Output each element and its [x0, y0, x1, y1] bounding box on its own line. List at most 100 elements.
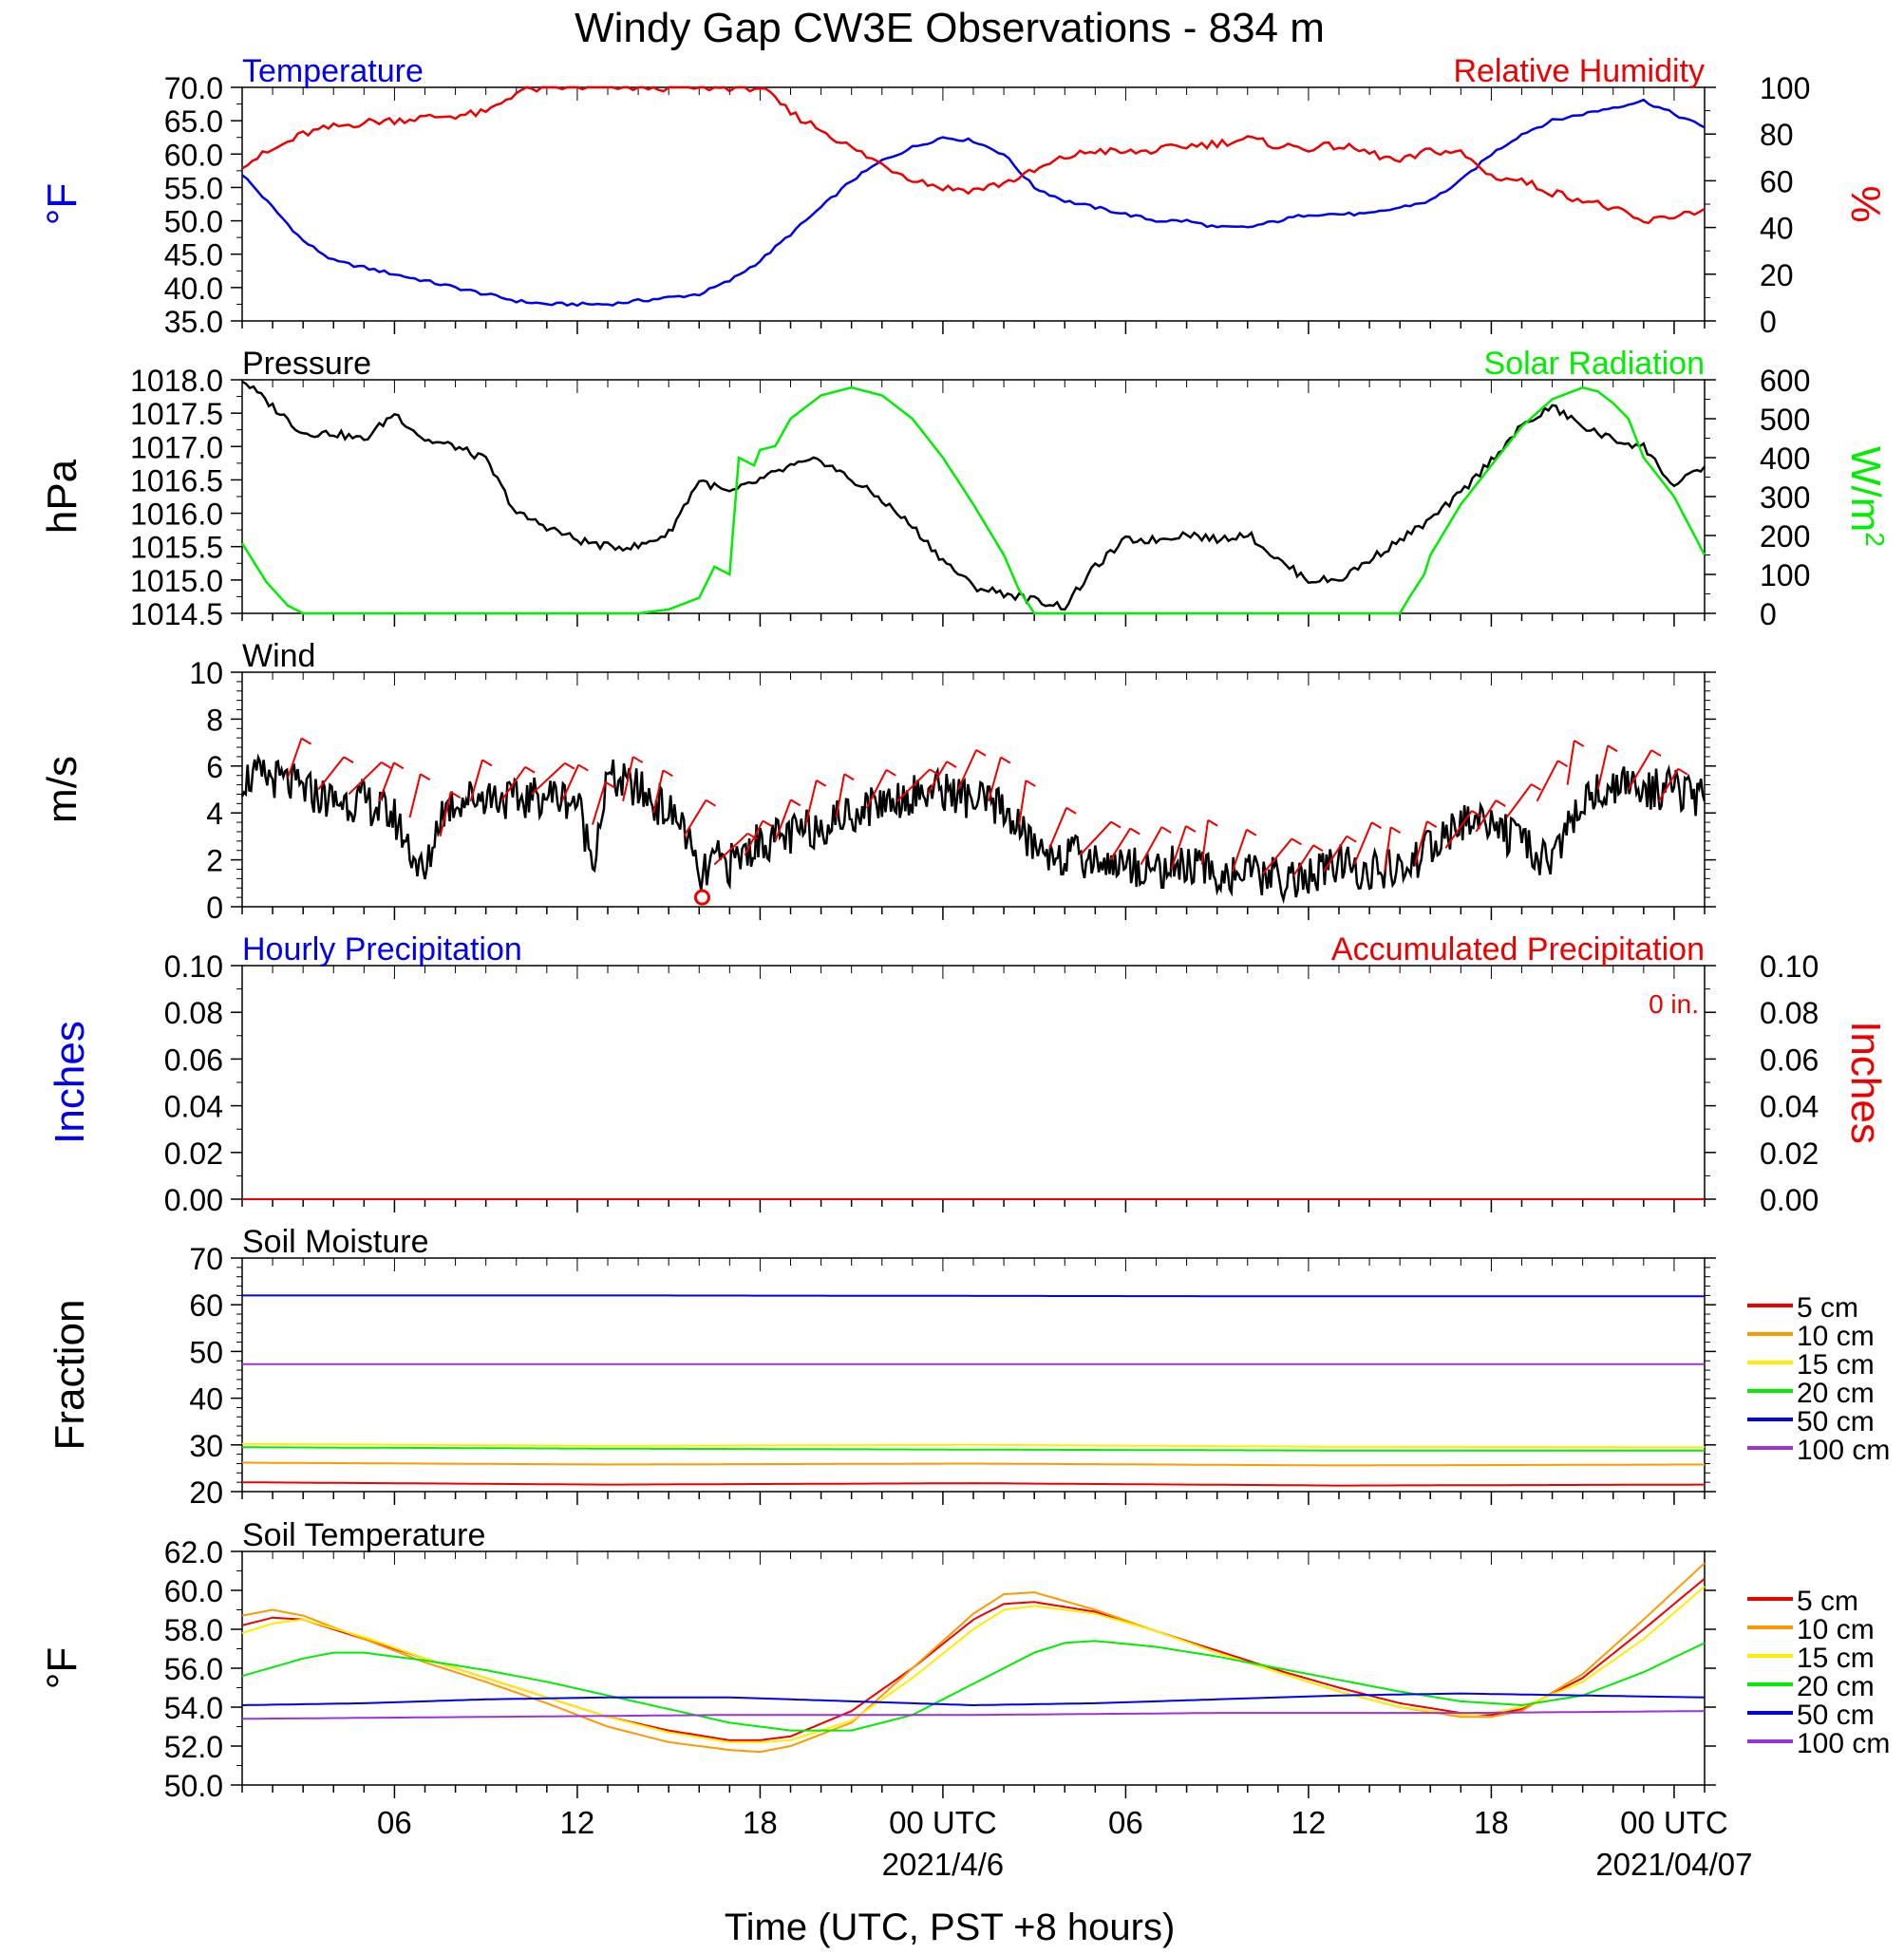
series-line-relative-humidity	[241, 85, 1706, 225]
wind-barb-flag	[343, 756, 354, 764]
precip-total-annotation: 0 in.	[1649, 989, 1699, 1019]
series-line-wind	[240, 753, 1706, 905]
wind-barb-flag	[604, 780, 616, 789]
wind-barb-flag	[393, 761, 405, 770]
wind-barb-flag	[577, 763, 589, 772]
x-tick-label: 00 UTC	[889, 1805, 997, 1840]
wind-barb-flag	[1677, 767, 1688, 776]
wind-barb	[652, 770, 665, 814]
wind-barb	[774, 799, 792, 842]
series-line-20-cm	[241, 1640, 1706, 1732]
wind-barb-flag	[1531, 783, 1542, 791]
y-tick-label-right: 0.04	[1760, 1090, 1819, 1124]
wind-barb	[1262, 837, 1293, 875]
series-line-20-cm	[242, 1446, 1705, 1452]
y-tick-label-left: 1017.0	[130, 430, 223, 464]
series-line-temperature	[241, 98, 1706, 308]
panels: 35.040.045.050.055.060.065.070.002040608…	[39, 53, 1891, 1803]
wind-barb-flag	[885, 768, 896, 777]
wind-barb-flag	[1557, 760, 1569, 768]
y-axis-label-left: hPa	[39, 459, 85, 534]
panel-title-right: Solar Radiation	[1484, 346, 1705, 382]
wind-barb	[1018, 780, 1027, 825]
wind-barb	[835, 774, 846, 818]
wind-barb	[896, 768, 931, 802]
y-tick-label-left: 0.00	[164, 1183, 223, 1217]
y-tick-label-left: 0.10	[164, 949, 223, 984]
wind-barb-flag	[662, 769, 673, 778]
wind-barb-flag	[1574, 740, 1585, 747]
wind-barb-flag	[1390, 826, 1402, 835]
y-tick-label-left: 2	[206, 844, 223, 878]
y-tick-label-left: 1015.5	[130, 531, 223, 565]
wind-barb-flag	[301, 737, 312, 745]
wind-barb-flag	[1129, 827, 1141, 836]
wind-barb	[1231, 829, 1248, 873]
y-tick-label-left: 4	[206, 797, 223, 831]
x-tick-label: 12	[1291, 1805, 1327, 1840]
y-tick-label-left: 70.0	[164, 71, 223, 105]
legend-label: 5 cm	[1797, 1292, 1858, 1324]
legend-label: 10 cm	[1797, 1614, 1875, 1645]
y-axis-label-right: %	[1842, 185, 1889, 222]
plot-frame-temp-rh	[241, 86, 1706, 322]
y-tick-label-left: 35.0	[164, 305, 223, 339]
panel-soil-temp: 50.0 52.0 54.0 56.0 58.0 60.0 62.0 Soil Tempera…	[39, 1517, 1890, 1803]
wind-barb-flag	[381, 761, 392, 769]
wind-barb-flag	[1607, 744, 1618, 753]
y-tick-label-left: 54.0	[164, 1691, 223, 1725]
panel-soil-moisture: 20 30 40 50 60 70 Soil Moisture Fraction 5 cm10 …	[47, 1224, 1890, 1510]
wind-barb	[622, 756, 634, 802]
legend-label: 100 cm	[1797, 1435, 1890, 1466]
y-axis-label-left: °F	[39, 183, 85, 225]
wind-barb	[500, 766, 526, 802]
wind-barb	[378, 761, 395, 802]
y-tick-label-left: 65.0	[164, 104, 223, 139]
y-axis-label-left: °F	[39, 1647, 85, 1689]
series-line-pressure	[241, 380, 1706, 611]
wind-barb-flag	[1160, 826, 1172, 834]
y-tick-label-left: 1018.0	[130, 364, 223, 398]
wind-barb	[1475, 799, 1498, 833]
series-line-50-cm	[241, 1692, 1706, 1707]
series-line-50-cm	[242, 1294, 1705, 1298]
x-date-label: 2021/4/6	[882, 1847, 1004, 1882]
y-tick-label-left: 58.0	[164, 1613, 223, 1647]
y-tick-label-left: 52.0	[164, 1730, 223, 1764]
y-tick-label-right: 0.02	[1760, 1137, 1819, 1171]
plot-frame-precip	[241, 965, 1706, 1200]
x-tick-label: 06	[377, 1805, 412, 1840]
calm-wind-marker	[693, 889, 710, 906]
series-line-10-cm	[241, 1562, 1706, 1754]
y-tick-label-left: 1016.5	[130, 463, 223, 498]
wind-barb	[1384, 827, 1392, 873]
y-tick-label-left: 60.0	[164, 1574, 223, 1608]
y-tick-label-right: 0	[1760, 597, 1777, 631]
wind-barb	[317, 756, 345, 791]
wind-barb	[1323, 836, 1348, 873]
y-tick-label-left: 45.0	[164, 238, 223, 272]
y-tick-label-left: 50.0	[164, 205, 223, 239]
panel-temp-rh: 35.040.045.050.055.060.065.070.0 0 20 40 60 8…	[39, 53, 1889, 339]
wind-barb-flag	[762, 819, 773, 828]
y-axis-label-left: m/s	[39, 756, 85, 823]
y-tick-label-left: 40.0	[164, 272, 223, 306]
y-tick-label-left: 0	[206, 891, 223, 925]
plot-frame-pressure-solar	[241, 379, 1706, 614]
y-tick-label-left: 1014.5	[130, 597, 223, 631]
wind-barb-flag	[1110, 820, 1122, 829]
panel-pressure-solar: 1014.51015.01015.51016.01016.51017.01017…	[39, 346, 1891, 631]
legend-label: 20 cm	[1797, 1378, 1875, 1409]
legend-label: 10 cm	[1797, 1321, 1875, 1352]
wind-barb-flag	[564, 761, 575, 770]
wind-barb-flag	[1495, 799, 1506, 807]
wind-barb	[439, 791, 452, 837]
wind-barb	[1444, 810, 1473, 849]
panel-title-right: Relative Humidity	[1453, 53, 1705, 89]
wind-barb-flag	[790, 799, 801, 807]
wind-barb-flag	[1426, 820, 1438, 828]
time-axis: 06 12 18 00 UTC 2021/4/6 06 12 18 00 UTC 2021/04/…	[377, 1805, 1752, 1882]
y-tick-label-right: 0	[1760, 305, 1777, 339]
wind-barb-flag	[1371, 821, 1383, 830]
y-axis-label-left: Inches	[47, 1021, 93, 1144]
